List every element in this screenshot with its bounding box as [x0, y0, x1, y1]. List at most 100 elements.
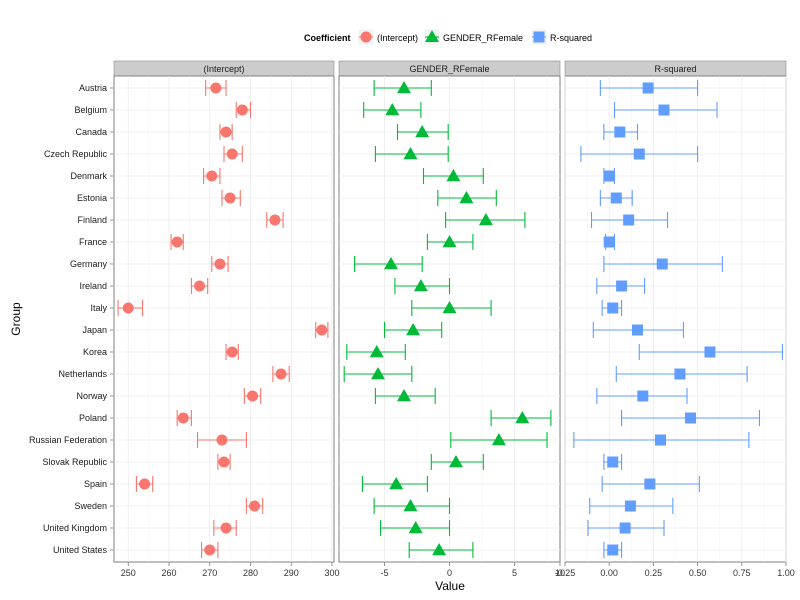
data-point: [216, 434, 228, 446]
data-point: [204, 544, 216, 556]
legend-label: (Intercept): [377, 33, 418, 43]
x-tick-label: 10: [555, 568, 565, 578]
x-axis-title: Value: [435, 579, 465, 593]
data-point: [406, 323, 421, 336]
group-label: Spain: [84, 479, 107, 489]
data-point: [624, 500, 636, 512]
data-point: [403, 147, 418, 160]
data-point: [408, 521, 423, 534]
group-label: France: [79, 237, 107, 247]
group-label: Finland: [77, 215, 107, 225]
panel-title: R-squared: [654, 64, 696, 74]
data-point: [122, 302, 134, 314]
group-label: Russian Federation: [29, 435, 107, 445]
group-label: Estonia: [77, 193, 107, 203]
data-point: [515, 411, 530, 424]
data-point: [316, 324, 328, 336]
x-tick-label: 250: [121, 568, 136, 578]
group-label: Denmark: [70, 171, 107, 181]
data-point: [685, 412, 697, 424]
data-point: [610, 192, 622, 204]
data-point: [371, 367, 385, 380]
data-point: [442, 301, 457, 314]
data-point: [642, 82, 654, 94]
data-point: [269, 214, 281, 226]
y-axis-title: Group: [9, 302, 23, 336]
data-point: [603, 170, 615, 182]
data-point: [616, 280, 628, 292]
data-point: [607, 456, 619, 468]
data-point: [194, 280, 206, 292]
group-label: Germany: [70, 259, 108, 269]
x-tick-label: 1.00: [777, 568, 795, 578]
x-tick-label: 0.25: [645, 568, 663, 578]
data-point: [607, 302, 619, 314]
data-point: [247, 390, 259, 402]
data-point: [389, 477, 404, 490]
data-point: [384, 257, 398, 270]
data-point: [397, 389, 411, 402]
data-point: [704, 346, 716, 358]
data-point: [403, 499, 418, 512]
data-point: [220, 522, 232, 534]
x-tick-label: 260: [161, 568, 176, 578]
data-point: [413, 279, 428, 292]
group-label: Norway: [76, 391, 107, 401]
data-point: [206, 170, 218, 182]
data-point: [658, 104, 670, 116]
group-label: Austria: [79, 83, 107, 93]
data-point: [607, 544, 619, 556]
data-point: [631, 324, 643, 336]
panel-title: GENDER_RFemale: [409, 64, 489, 74]
group-label: Netherlands: [58, 369, 107, 379]
data-point: [459, 191, 474, 204]
group-label: Poland: [79, 413, 107, 423]
data-point: [236, 104, 248, 116]
x-tick-label: 0.00: [600, 568, 618, 578]
x-tick-label: 0.75: [733, 568, 751, 578]
data-point: [214, 258, 226, 270]
legend-label: GENDER_RFemale: [443, 33, 523, 43]
data-point: [478, 213, 493, 226]
group-label: United States: [53, 545, 108, 555]
legend-square-icon: [533, 31, 545, 43]
data-point: [432, 543, 447, 556]
panel-title: (Intercept): [203, 64, 244, 74]
x-tick-label: 290: [284, 568, 299, 578]
data-point: [656, 258, 668, 270]
group-label: Slovak Republic: [42, 457, 107, 467]
data-point: [218, 456, 230, 468]
x-tick-label: 5: [512, 568, 517, 578]
data-point: [633, 148, 645, 160]
group-label: Czech Republic: [44, 149, 108, 159]
data-point: [415, 125, 430, 138]
data-point: [210, 82, 222, 94]
data-point: [369, 345, 384, 358]
group-label: Japan: [82, 325, 107, 335]
data-point: [442, 235, 457, 248]
data-point: [603, 236, 615, 248]
group-label: Belgium: [74, 105, 107, 115]
group-label: Sweden: [74, 501, 107, 511]
data-point: [614, 126, 626, 138]
group-label: Korea: [83, 347, 107, 357]
data-point: [139, 478, 151, 490]
x-tick-label: 0: [447, 568, 452, 578]
data-point: [385, 103, 400, 116]
x-tick-label: 300: [324, 568, 339, 578]
data-point: [623, 214, 635, 226]
data-point: [220, 126, 232, 138]
group-label: United Kingdom: [43, 523, 107, 533]
data-point: [446, 169, 461, 182]
data-point: [654, 434, 666, 446]
data-point: [674, 368, 686, 380]
legend-circle-icon: [360, 31, 372, 43]
x-tick-label: -5: [380, 568, 388, 578]
data-point: [491, 433, 506, 446]
x-tick-label: 280: [243, 568, 258, 578]
data-point: [224, 192, 236, 204]
group-label: Ireland: [79, 281, 107, 291]
data-point: [226, 148, 238, 160]
data-point: [397, 81, 411, 94]
